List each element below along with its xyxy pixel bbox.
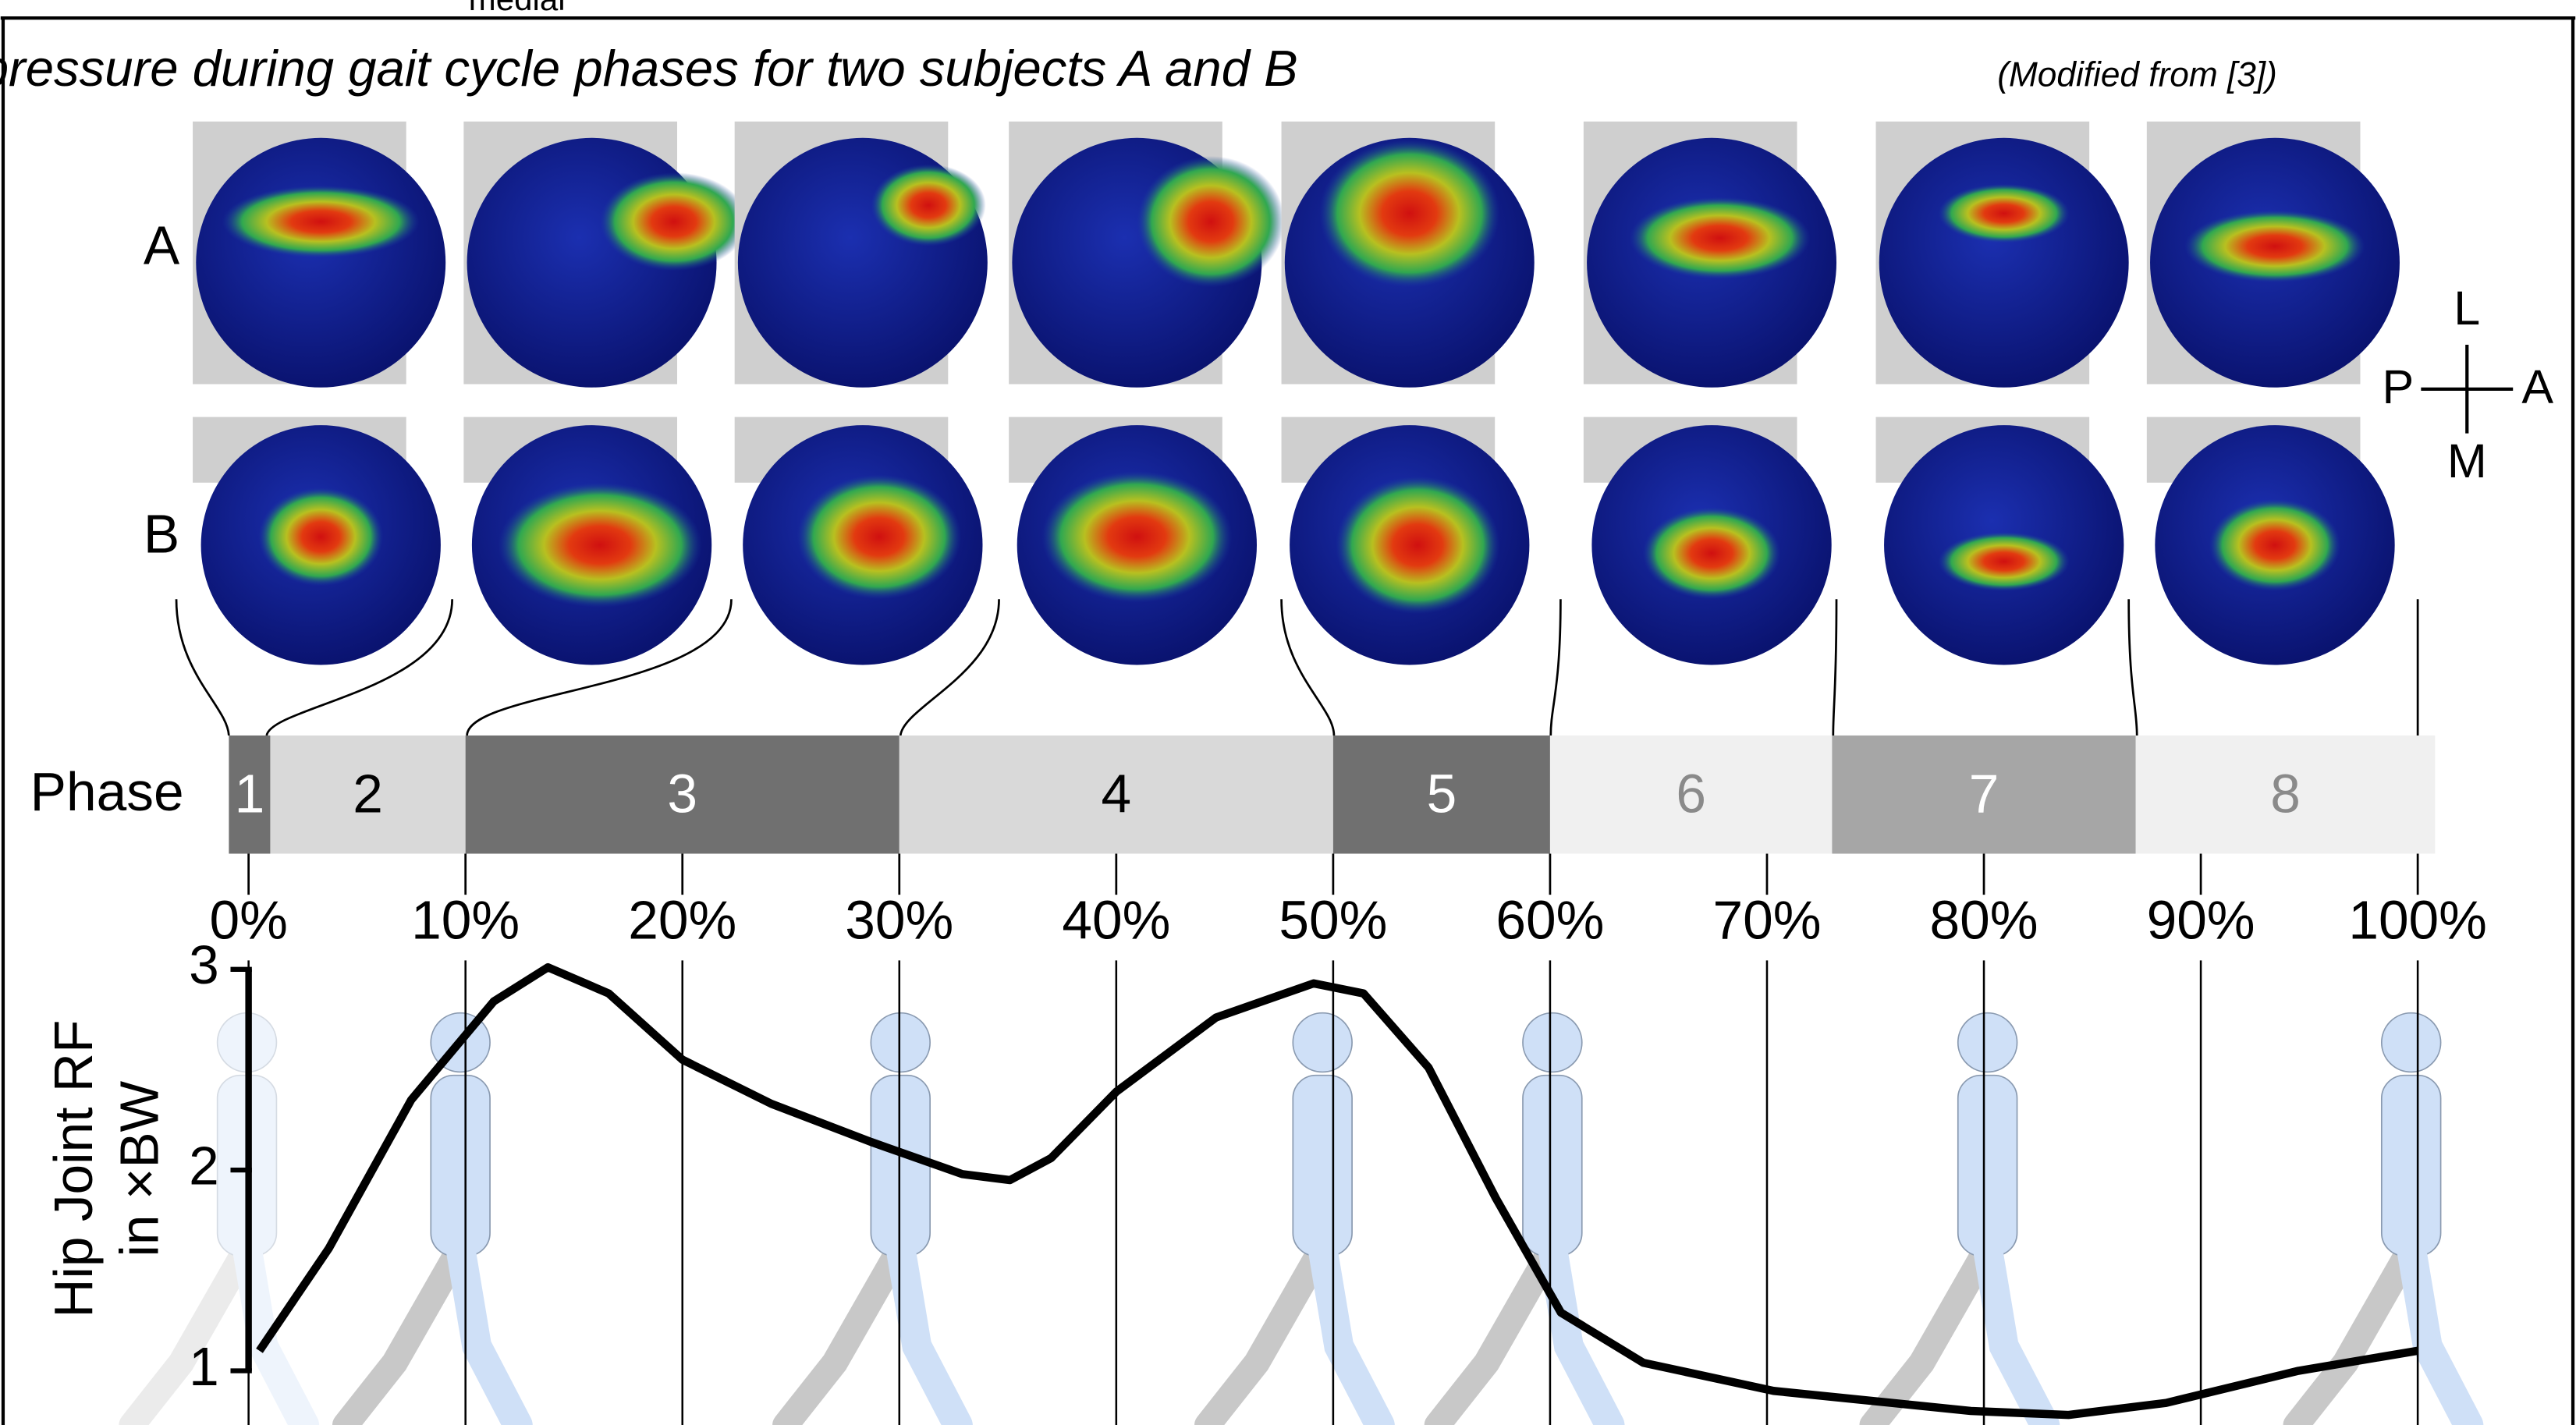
- figure-head: [2382, 1013, 2441, 1072]
- figure-back-leg: [2296, 1248, 2411, 1425]
- figure-body: [1523, 1076, 1582, 1257]
- orientation-label: M: [2447, 434, 2487, 487]
- figure-leg: [1322, 1248, 1380, 1425]
- figure-body: [871, 1076, 930, 1257]
- figure-head: [1523, 1013, 1582, 1072]
- pressure-hotspot: [258, 487, 383, 586]
- pressure-hotspot: [1939, 184, 2070, 243]
- cut-label: medial: [469, 0, 566, 17]
- figure-body: [1958, 1076, 2017, 1257]
- figure-leg: [1988, 1248, 2046, 1425]
- pressure-hotspot: [499, 483, 702, 608]
- orientation-label: L: [2454, 282, 2480, 335]
- phase-number: 4: [1102, 763, 1132, 824]
- phase-number: 6: [1676, 763, 1706, 824]
- title-note: (Modified from [3]): [1997, 56, 2277, 94]
- figure-leg: [247, 1248, 305, 1425]
- pressure-hotspot: [1630, 197, 1811, 279]
- orientation-label: P: [2383, 360, 2415, 413]
- pressure-hotspot: [797, 474, 961, 599]
- pressure-hotspot: [1939, 532, 2070, 591]
- x-tick-label: 20%: [628, 889, 736, 950]
- figure: medial Contact pressure during gait cycl…: [0, 0, 2576, 1425]
- figure-leg: [900, 1248, 958, 1425]
- figure-head: [1958, 1013, 2017, 1072]
- figure-head: [1293, 1013, 1352, 1072]
- row-label: B: [144, 504, 179, 565]
- phase-number: 2: [353, 763, 383, 824]
- figure-head: [871, 1013, 930, 1072]
- phase-label: Phase: [30, 761, 184, 822]
- pressure-hotspot: [1336, 476, 1499, 614]
- orientation-cross: [2421, 345, 2513, 434]
- walking-figure: [1208, 1013, 1380, 1425]
- figure-body: [1293, 1076, 1352, 1257]
- phase-number: 1: [235, 763, 265, 824]
- phase-number: 5: [1427, 763, 1457, 824]
- walking-figure: [786, 1013, 958, 1425]
- y-tick-label: 3: [189, 934, 219, 995]
- walking-figure: [1872, 1013, 2045, 1425]
- phase-number: 3: [667, 763, 697, 824]
- pressure-hotspot: [222, 186, 420, 258]
- row-label: A: [144, 214, 180, 275]
- pressure-hotspot: [1643, 507, 1781, 599]
- orientation-label: A: [2521, 360, 2553, 413]
- x-tick-label: 30%: [845, 889, 953, 950]
- pressure-hotspot: [1319, 140, 1500, 287]
- figure-back-leg: [786, 1248, 900, 1425]
- phase-number: 8: [2270, 763, 2301, 824]
- figure-body: [431, 1076, 490, 1257]
- figure-leg: [460, 1248, 518, 1425]
- x-tick-label: 70%: [1712, 889, 1821, 950]
- x-tick-label: 0%: [209, 889, 287, 950]
- x-tick-label: 90%: [2147, 889, 2255, 950]
- figure-body: [2382, 1076, 2441, 1257]
- y-tick-label: 1: [189, 1336, 219, 1397]
- phase-number: 7: [1969, 763, 1999, 824]
- x-tick-label: 10%: [411, 889, 520, 950]
- pressure-map: [1879, 138, 2129, 388]
- x-tick-label: 50%: [1279, 889, 1387, 950]
- figure-back-leg: [346, 1248, 460, 1425]
- walking-figure: [1438, 1013, 1610, 1425]
- pressure-hotspot: [1137, 156, 1284, 287]
- pressure-hotspot: [1041, 471, 1232, 602]
- y-axis-title: in ×BW: [108, 1080, 169, 1257]
- x-tick-label: 100%: [2348, 889, 2487, 950]
- pressure-hotspot: [2209, 499, 2340, 591]
- pressure-hotspot: [600, 172, 747, 271]
- x-tick-label: 60%: [1496, 889, 1604, 950]
- figure-back-leg: [1208, 1248, 1322, 1425]
- figure-back-leg: [1872, 1248, 1987, 1425]
- figure-leg: [2411, 1248, 2469, 1425]
- pressure-hotspot: [871, 164, 985, 246]
- y-axis-title: Hip Joint RF: [43, 1020, 104, 1318]
- x-tick-label: 80%: [1930, 889, 2038, 950]
- pressure-map: [196, 138, 445, 388]
- x-tick-label: 40%: [1062, 889, 1170, 950]
- pressure-hotspot: [2184, 210, 2365, 282]
- y-tick-label: 2: [189, 1135, 219, 1196]
- figure-title: Contact pressure during gait cycle phase…: [0, 40, 1298, 97]
